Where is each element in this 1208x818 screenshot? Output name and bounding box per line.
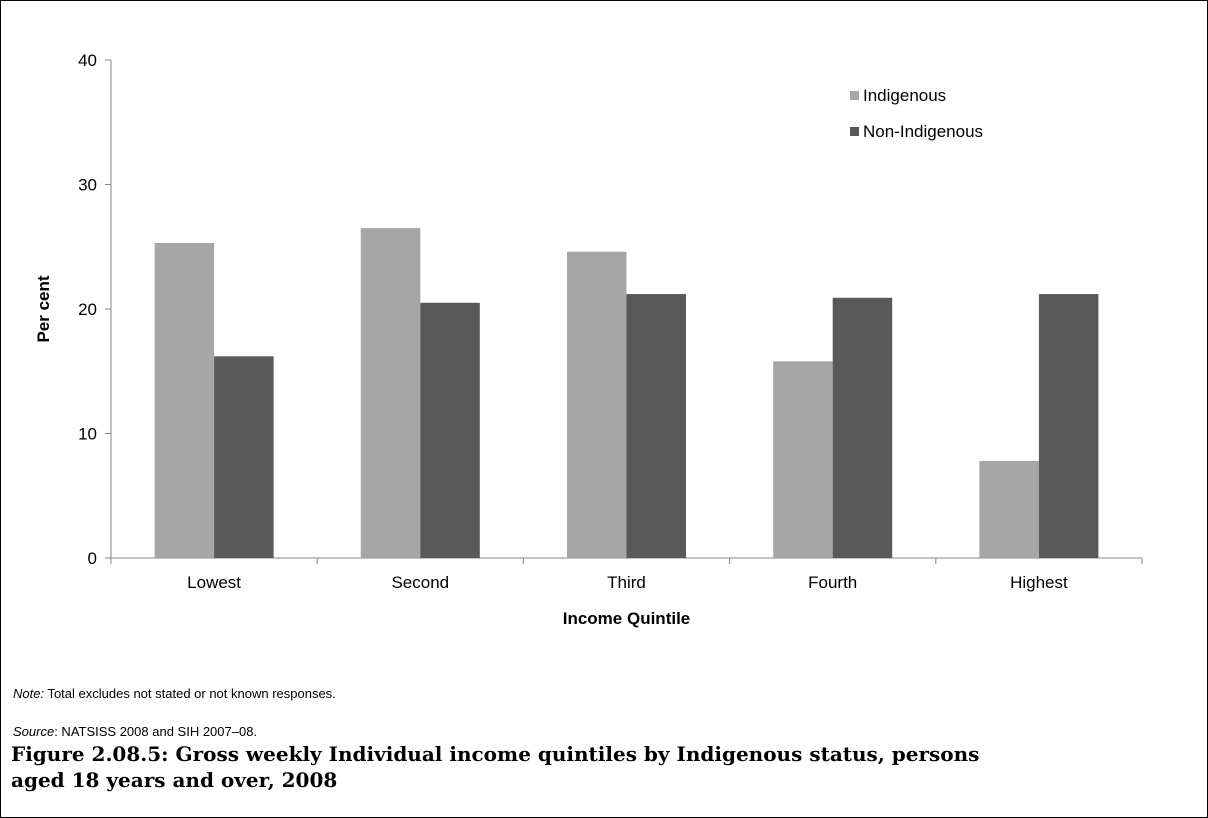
x-tick-label: Highest — [1010, 573, 1068, 592]
bar-non-indigenous — [1038, 294, 1099, 558]
x-tick-label: Second — [391, 573, 449, 592]
note-text: Total excludes not stated or not known r… — [44, 686, 336, 701]
y-tick-label: 40 — [78, 51, 97, 70]
y-tick-label: 20 — [78, 300, 97, 319]
x-tick-label: Lowest — [187, 573, 241, 592]
x-tick-label: Third — [607, 573, 646, 592]
legend-swatch-non-indigenous — [850, 127, 859, 136]
y-tick-label: 0 — [88, 549, 97, 568]
source-text: : NATSISS 2008 and SIH 2007–08. — [54, 724, 258, 739]
bar-chart: 0 10 20 30 40 Lowest Second Third Fourth Highest I… — [34, 51, 1143, 628]
bar-indigenous — [360, 228, 421, 558]
chart-note: Note: Total excludes not stated or not k… — [13, 686, 336, 701]
bar-non-indigenous — [626, 294, 686, 558]
bar-indigenous — [154, 243, 215, 558]
y-axis-title: Per cent — [34, 275, 53, 342]
bar-non-indigenous — [214, 356, 274, 558]
legend-label-non-indigenous: Non-Indigenous — [863, 122, 983, 141]
figure-caption: Figure 2.08.5: Gross weekly Individual i… — [11, 742, 980, 792]
bar-indigenous — [773, 361, 833, 558]
chart-source: Source: NATSISS 2008 and SIH 2007–08. — [13, 724, 257, 739]
bar-indigenous — [567, 251, 627, 559]
source-label: Source — [13, 724, 55, 739]
bar-non-indigenous — [420, 302, 480, 558]
y-tick-label: 30 — [78, 176, 97, 195]
legend-swatch-indigenous — [850, 91, 859, 100]
note-label: Note: — [13, 686, 45, 701]
legend-label-indigenous: Indigenous — [863, 86, 946, 105]
x-tick-label: Fourth — [808, 573, 857, 592]
y-tick-label: 10 — [78, 425, 97, 444]
bar-non-indigenous — [832, 297, 893, 558]
bar-indigenous — [979, 460, 1039, 558]
x-axis-title: Income Quintile — [563, 609, 691, 628]
